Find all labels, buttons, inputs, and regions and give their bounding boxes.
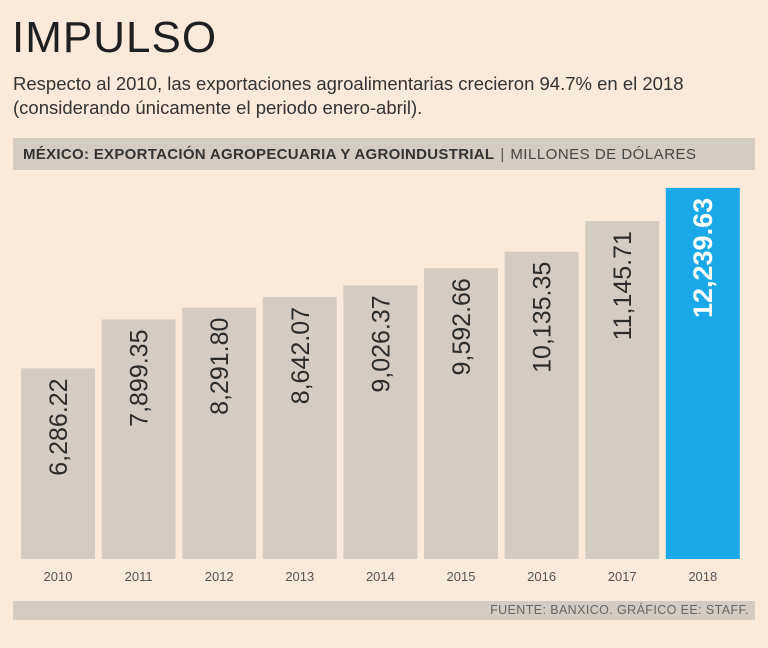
bar-value-label-2013: 8,642.07: [287, 307, 315, 404]
bar-2014: [343, 285, 418, 559]
x-tick-label-2015: 2015: [447, 569, 476, 584]
bar-2010: [21, 368, 95, 559]
chart-unit-label: MILLONES DE DÓLARES: [510, 145, 697, 163]
bar-2017: [585, 221, 660, 559]
x-tick-label-2011: 2011: [125, 569, 153, 584]
bar-value-label-2017: 11,145.71: [609, 231, 637, 340]
bar-value-label-2010: 6,286.22: [45, 378, 73, 475]
x-tick-label-2016: 2016: [527, 569, 556, 584]
bar-2012: [182, 307, 257, 559]
x-tick-label-2018: 2018: [688, 569, 717, 584]
bar-2013: [262, 296, 337, 559]
bar-value-label-2012: 8,291.80: [206, 318, 234, 415]
bar-2018: [665, 187, 740, 560]
bar-value-label-2011: 7,899.35: [126, 329, 154, 426]
bar-value-label-2018: 12,239.63: [688, 198, 718, 318]
x-tick-label-2013: 2013: [285, 569, 314, 584]
bar-2016: [504, 251, 579, 560]
chart-section-label: MÉXICO: EXPORTACIÓN AGROPECUARIA Y AGROI…: [23, 145, 495, 163]
page-subtitle: Respecto al 2010, las exportaciones agro…: [13, 73, 684, 118]
x-tick-label-2012: 2012: [205, 569, 234, 584]
bar-2011: [101, 319, 176, 559]
bar-value-label-2016: 10,135.35: [529, 262, 557, 373]
page-title: IMPULSO: [12, 13, 218, 62]
chart-header-bar: MÉXICO: EXPORTACIÓN AGROPECUARIA Y AGROI…: [13, 138, 755, 170]
bar-value-label-2015: 9,592.66: [448, 278, 476, 375]
x-tick-label-2010: 2010: [44, 569, 73, 584]
bar-value-label-2014: 9,026.37: [367, 295, 395, 392]
x-tick-label-2017: 2017: [608, 569, 637, 584]
chart-section-separator: |: [500, 145, 505, 163]
source-footer: FUENTE: BANXICO. GRÁFICO EE: STAFF.: [13, 601, 755, 620]
bar-2015: [424, 268, 498, 559]
x-tick-label-2014: 2014: [366, 569, 395, 584]
